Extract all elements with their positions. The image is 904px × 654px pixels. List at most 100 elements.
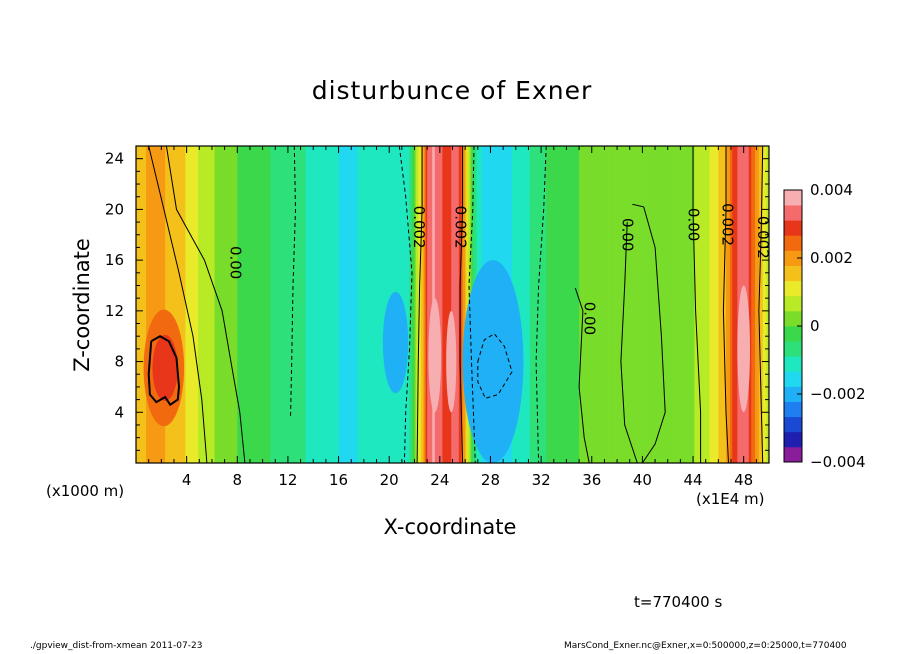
contour-lines: 0.00 0.002 0.002 0.00 0.00 0.00 0.002 0.002 xyxy=(147,146,772,463)
field-column xyxy=(204,146,207,463)
colorbar-swatch xyxy=(784,295,802,312)
field-column xyxy=(211,146,214,463)
field-column xyxy=(619,146,622,463)
colorbar-tick-label: 0 xyxy=(810,317,820,335)
colorbar-swatch xyxy=(784,401,802,418)
field-column xyxy=(305,146,308,463)
field-column xyxy=(172,146,175,463)
field-column xyxy=(682,146,685,463)
contour-solid xyxy=(692,146,702,463)
field-column xyxy=(631,146,633,463)
field-column xyxy=(525,146,528,463)
field-column xyxy=(755,146,757,463)
field-column xyxy=(752,146,755,463)
field-column xyxy=(370,146,373,463)
field-column xyxy=(762,146,765,463)
field-column xyxy=(714,146,717,463)
field-column xyxy=(332,146,335,463)
field-column xyxy=(219,146,222,463)
field-column xyxy=(343,146,346,463)
field-column xyxy=(417,146,419,463)
field-column xyxy=(684,146,687,463)
field-column xyxy=(429,146,432,463)
field-column xyxy=(551,146,554,463)
colorbar-swatch xyxy=(784,341,802,357)
field-column xyxy=(352,146,355,463)
colorbar-swatch xyxy=(784,205,802,221)
field-column xyxy=(413,146,416,463)
field-column xyxy=(639,146,642,463)
field-column xyxy=(184,146,186,463)
field-column xyxy=(422,146,424,463)
field-column xyxy=(294,146,297,463)
field-column xyxy=(599,146,602,463)
field-column xyxy=(574,146,576,463)
field-column xyxy=(705,146,708,463)
field-column xyxy=(590,146,593,463)
footer-file-info: MarsCond_Exner.nc@Exner,x=0:500000,z=0:2… xyxy=(564,641,847,651)
field-column xyxy=(718,146,721,463)
colorbar-swatch xyxy=(784,235,802,251)
field-column xyxy=(156,146,159,463)
field-column xyxy=(385,146,388,463)
field-column xyxy=(261,146,264,463)
field-column xyxy=(446,146,449,463)
y-axis-label: Z-coordinate xyxy=(70,238,94,372)
field-column xyxy=(533,146,536,463)
colorbar-tick-label: −0.004 xyxy=(810,453,866,471)
field-column xyxy=(441,146,443,463)
field-column xyxy=(200,146,203,463)
colorbar-swatch xyxy=(784,431,802,448)
x-tick-label: 4 xyxy=(182,471,192,489)
y-tick-label: 20 xyxy=(105,200,124,218)
field-column xyxy=(594,146,597,463)
field-column xyxy=(381,146,384,463)
field-column xyxy=(356,146,359,463)
field-column xyxy=(528,146,531,463)
field-column xyxy=(320,146,323,463)
field-column xyxy=(404,146,407,463)
contour-label: 0.00 xyxy=(619,218,637,251)
field-column xyxy=(448,146,451,463)
field-column xyxy=(582,146,585,463)
field-column xyxy=(438,146,441,463)
field-column xyxy=(549,146,552,463)
field-column xyxy=(161,146,164,463)
field-column xyxy=(273,146,276,463)
field-column xyxy=(766,146,769,463)
field-column xyxy=(336,146,338,463)
field-column xyxy=(209,146,212,463)
field-column xyxy=(275,146,278,463)
field-column xyxy=(627,146,630,463)
field-column xyxy=(153,146,156,463)
field-column xyxy=(173,146,176,463)
field-column xyxy=(191,146,194,463)
field-column xyxy=(376,146,379,463)
colorbar-swatch xyxy=(784,386,802,402)
contour-dashed xyxy=(398,146,413,463)
field-column xyxy=(576,146,579,463)
field-column xyxy=(666,146,669,463)
field-column xyxy=(546,146,549,463)
field-column xyxy=(313,146,316,463)
field-column xyxy=(304,146,307,463)
field-column xyxy=(167,146,170,463)
field-column xyxy=(674,146,676,463)
field-column xyxy=(463,146,466,463)
field-column xyxy=(748,146,751,463)
field-column xyxy=(425,146,428,463)
field-column xyxy=(160,146,162,463)
field-column xyxy=(696,146,699,463)
field-column xyxy=(295,146,298,463)
contour-label: 0.00 xyxy=(685,208,703,241)
field-column xyxy=(251,146,254,463)
contour-label: 0.002 xyxy=(754,216,772,259)
field-column xyxy=(638,146,641,463)
field-column xyxy=(530,146,533,463)
field-column xyxy=(457,146,460,463)
field-column xyxy=(552,146,555,463)
field-column xyxy=(455,146,457,463)
field-column xyxy=(443,146,446,463)
field-column xyxy=(424,146,427,463)
